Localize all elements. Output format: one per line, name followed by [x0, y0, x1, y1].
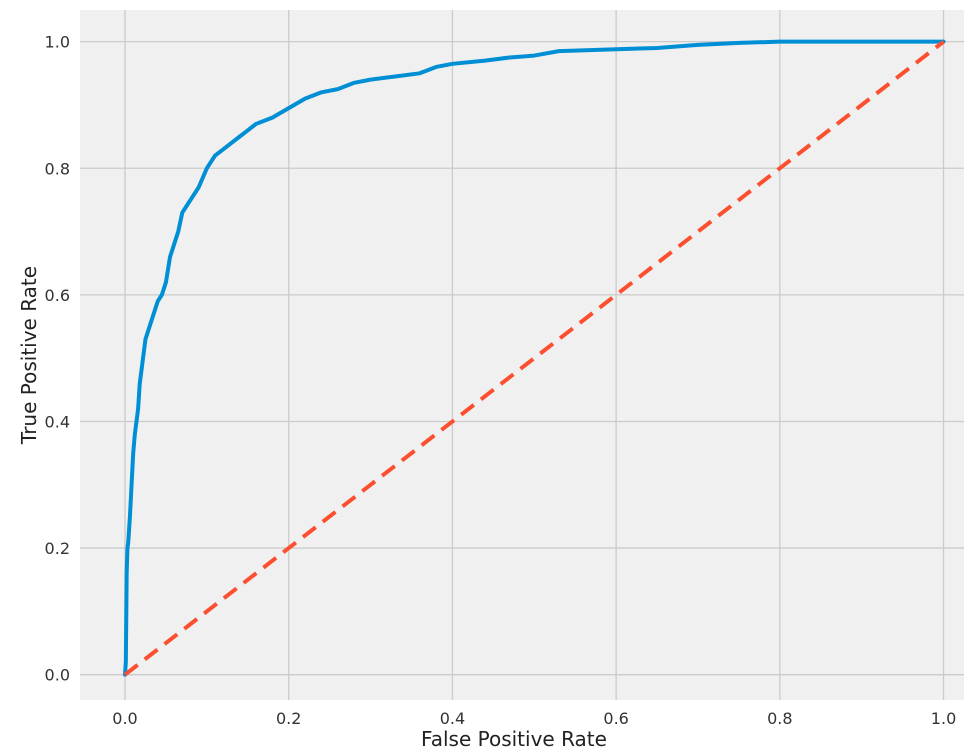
- y-tick-label: 0.4: [45, 412, 70, 431]
- x-axis-label: False Positive Rate: [421, 727, 607, 747]
- x-tick-label: 1.0: [931, 709, 956, 728]
- series-layer: [123, 39, 946, 677]
- x-tick-label: 0.2: [276, 709, 301, 728]
- x-tick-label: 0.6: [603, 709, 628, 728]
- x-tick-label: 0.8: [767, 709, 792, 728]
- y-tick-label: 0.6: [45, 286, 70, 305]
- y-tick-label: 0.0: [45, 666, 70, 685]
- y-tick-label: 1.0: [45, 33, 70, 52]
- diagonal-reference-line: [123, 40, 945, 677]
- y-tick-label: 0.8: [45, 159, 70, 178]
- y-axis-label: True Positive Rate: [17, 266, 41, 445]
- x-tick-label: 0.0: [112, 709, 137, 728]
- tick-labels: 0.0 0.2 0.4 0.6 0.8 1.0 0.0 0.2 0.4 0.6 0.8 1.0: [45, 33, 957, 728]
- roc-curve-line: [123, 39, 946, 677]
- y-tick-label: 0.2: [45, 539, 70, 558]
- x-tick-label: 0.4: [440, 709, 465, 728]
- grid-lines: [80, 10, 964, 700]
- plot-area: [80, 10, 964, 700]
